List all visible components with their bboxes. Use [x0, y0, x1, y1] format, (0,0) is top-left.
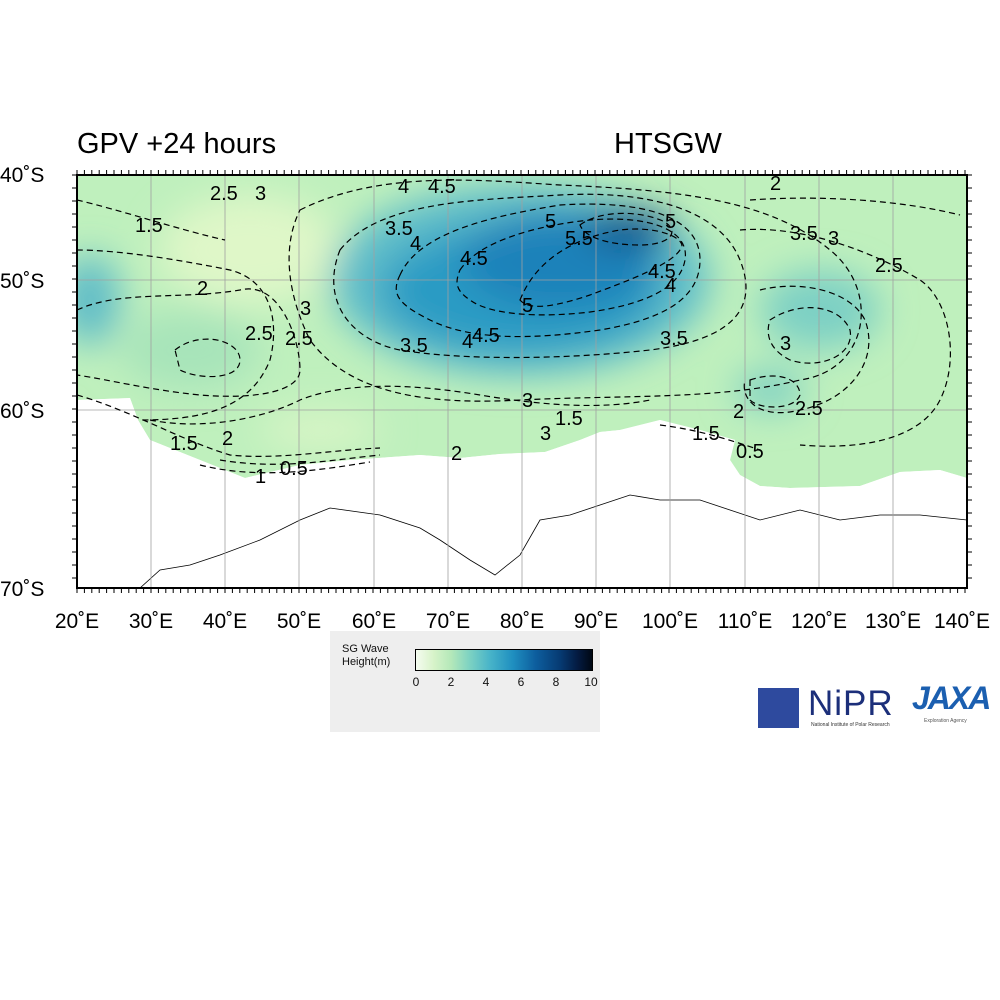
- contour-label: 5: [545, 211, 556, 233]
- lon-label-80e: 80˚E: [499, 610, 545, 633]
- contour-label: 3: [522, 390, 533, 412]
- contour-label: 3: [255, 183, 266, 205]
- contour-2-5c: [739, 228, 951, 447]
- nipr-logo-subtitle: National Institute of Polar Research: [811, 722, 890, 728]
- lon-label-40e: 40˚E: [202, 610, 248, 633]
- lon-label-50e: 50˚E: [276, 610, 322, 633]
- contour-label: 4.5: [428, 176, 456, 198]
- lon-label-90e: 90˚E: [573, 610, 619, 633]
- contour-label: 3: [300, 298, 311, 320]
- legend-title: SG Wave Height(m): [342, 643, 422, 669]
- contour-label: 3: [828, 228, 839, 250]
- lat-label-50s: 50˚S: [0, 270, 45, 293]
- map-title-left: GPV +24 hours: [77, 128, 277, 160]
- legend-tick: 6: [517, 675, 525, 689]
- contour-label: 1.5: [692, 423, 720, 445]
- legend-title-line2: Height(m): [342, 656, 391, 668]
- contour-3b: [767, 307, 851, 364]
- contour-label: 5: [665, 211, 676, 233]
- contour-label: 4: [398, 176, 409, 198]
- jaxa-logo-subtitle: Exploration Agency: [924, 718, 967, 724]
- legend-title-line1: SG Wave: [342, 643, 389, 655]
- contour-1-5b: [77, 394, 381, 457]
- contour-1-5c: [659, 424, 761, 451]
- contour-0-5: [199, 461, 371, 474]
- contour-mid: [174, 338, 241, 378]
- legend-tick: 8: [552, 675, 560, 689]
- contour-label: 1: [255, 466, 266, 488]
- jaxa-logo: JAXA Exploration Agency: [912, 680, 998, 730]
- coastline: [139, 494, 967, 588]
- legend-tick: 2: [447, 675, 455, 689]
- lon-label-110e: 110˚E: [717, 610, 773, 633]
- contour-2b: [149, 385, 651, 425]
- contour-label: 4.5: [648, 261, 676, 283]
- nipr-logo-text: NiPR: [808, 684, 894, 723]
- map-title-right: HTSGW: [614, 128, 722, 160]
- contour-label: 2: [733, 401, 744, 423]
- lon-label-20e: 20˚E: [54, 610, 100, 633]
- lon-label-30e: 30˚E: [128, 610, 174, 633]
- contour-label: 3: [540, 423, 551, 445]
- contour-label: 1.5: [135, 215, 163, 237]
- contour-3: [288, 179, 862, 402]
- contour-label: 2: [197, 278, 208, 300]
- contour-label: 2.5: [245, 323, 273, 345]
- nipr-logo: NiPR National Institute of Polar Researc…: [758, 684, 906, 732]
- contour-label: 4.5: [472, 325, 500, 347]
- lon-label-60e: 60˚E: [351, 610, 397, 633]
- contour-label: 4: [462, 331, 473, 353]
- contour-label: 2.5: [875, 255, 903, 277]
- contour-label: 2: [222, 428, 233, 450]
- contour-label: 4: [410, 233, 421, 255]
- contour-5-5: [579, 212, 673, 246]
- contour-label: 3: [780, 333, 791, 355]
- contour-label: 3.5: [660, 328, 688, 350]
- contour-label: 2: [770, 173, 781, 195]
- contour-label: 2.5: [210, 183, 238, 205]
- contour-label: 2.5: [795, 398, 823, 420]
- contour-3-5: [333, 193, 747, 359]
- legend-tick: 0: [412, 675, 420, 689]
- contour-1-5: [77, 199, 226, 241]
- legend-tick: 4: [482, 675, 490, 689]
- contour-2-5b: [743, 285, 870, 414]
- contour-label: 0.5: [736, 441, 764, 463]
- colorbar: [415, 649, 593, 671]
- lat-label-40s: 40˚S: [0, 164, 45, 187]
- contour-label: 4: [665, 275, 676, 297]
- contour-label: 3.5: [385, 218, 413, 240]
- contour-2: [77, 249, 275, 421]
- contour-label: 3.5: [400, 335, 428, 357]
- contour-5: [519, 228, 683, 307]
- legend-tick: 10: [584, 675, 598, 689]
- contour-label: 1.5: [555, 408, 583, 430]
- contour-label: 1.5: [170, 433, 198, 455]
- contour-1: [219, 454, 381, 465]
- jaxa-logo-text: JAXA: [912, 680, 991, 716]
- contour-4-5: [456, 218, 686, 316]
- contour-label: 2.5: [285, 328, 313, 350]
- lon-label-120e: 120˚E: [790, 610, 848, 633]
- contour-label: 0.5: [280, 458, 308, 480]
- colorbar-legend: SG Wave Height(m) 0 2 4 6 8 10: [330, 631, 600, 732]
- lon-label-130e: 130˚E: [864, 610, 922, 633]
- nipr-emblem-icon: [758, 688, 799, 728]
- lon-label-100e: 100˚E: [641, 610, 699, 633]
- contour-4: [395, 203, 701, 338]
- contour-label: 2: [451, 443, 462, 465]
- contour-east-small: [749, 375, 801, 408]
- contour-label: 4.5: [460, 248, 488, 270]
- contour-label: 3.5: [790, 223, 818, 245]
- lat-label-60s: 60˚S: [0, 400, 45, 423]
- lon-label-70e: 70˚E: [425, 610, 471, 633]
- lat-label-70s: 70˚S: [0, 578, 45, 601]
- lon-label-140e: 140˚E: [933, 610, 991, 633]
- contour-label: 5: [522, 295, 533, 317]
- contour-label: 5.5: [565, 228, 593, 250]
